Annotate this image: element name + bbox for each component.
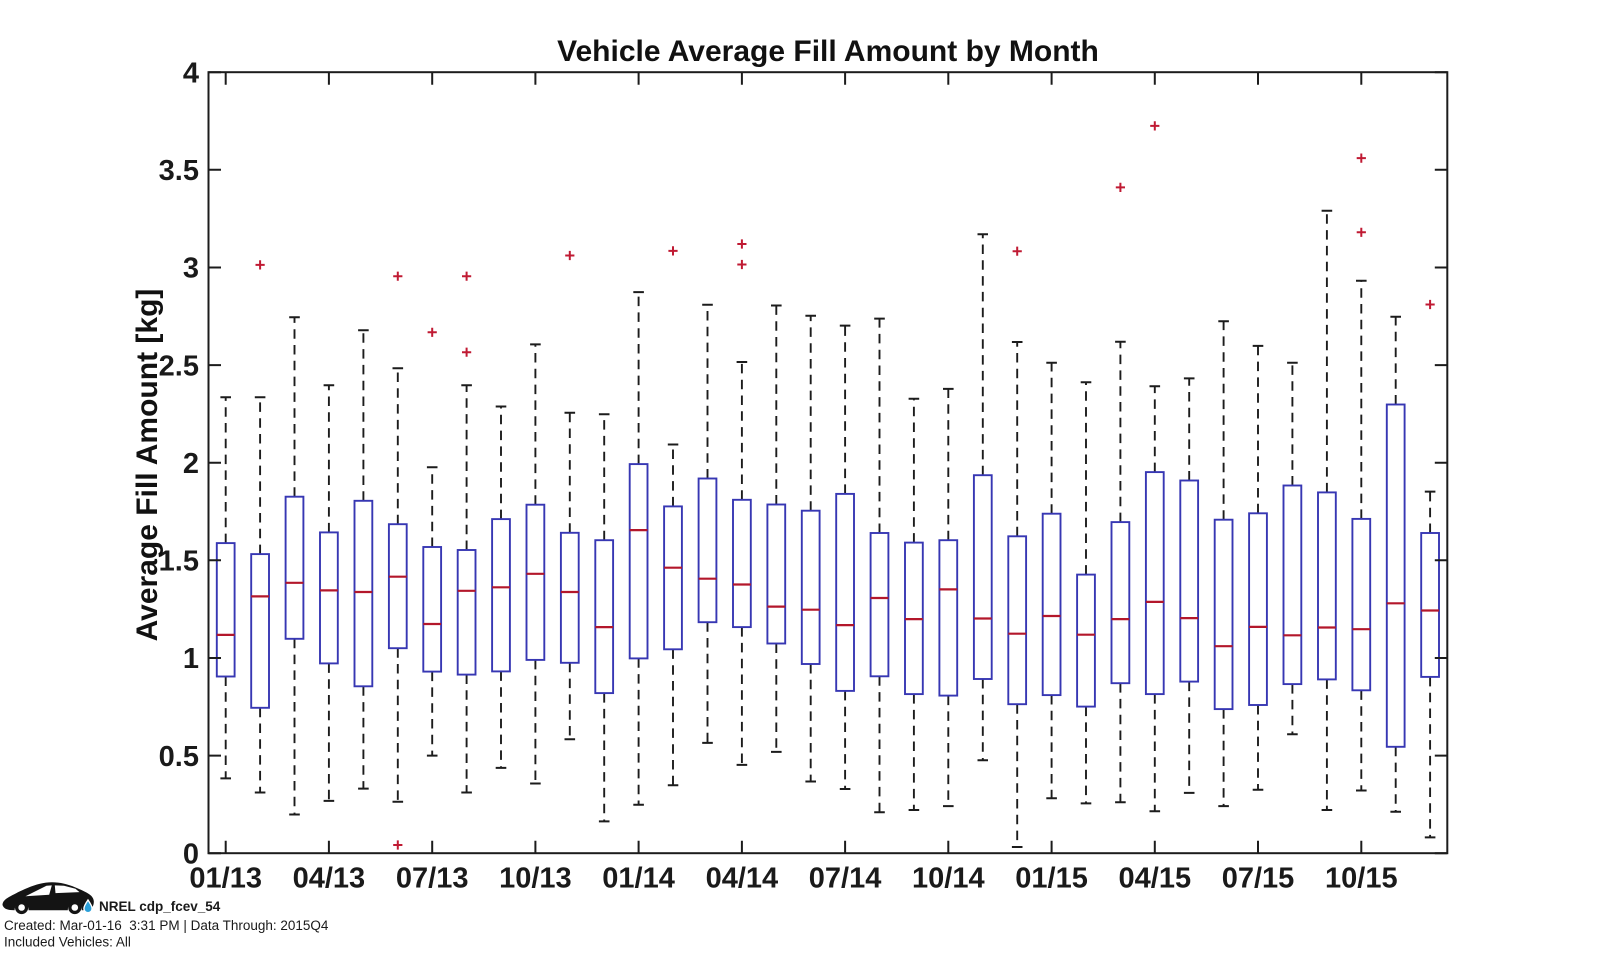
svg-text:0: 0: [183, 838, 199, 870]
svg-text:1: 1: [183, 643, 199, 675]
svg-text:01/13: 01/13: [189, 863, 262, 895]
svg-text:3: 3: [183, 253, 199, 285]
svg-text:10/14: 10/14: [912, 863, 985, 895]
svg-text:04/13: 04/13: [293, 863, 366, 895]
svg-text:2.5: 2.5: [159, 350, 199, 382]
svg-text:4: 4: [183, 57, 199, 89]
svg-text:07/15: 07/15: [1222, 863, 1295, 895]
svg-text:Included Vehicles: All: Included Vehicles: All: [4, 935, 131, 950]
svg-text:NREL cdp_fcev_54: NREL cdp_fcev_54: [99, 899, 221, 914]
svg-text:0.5: 0.5: [159, 741, 199, 773]
svg-text:07/13: 07/13: [396, 863, 469, 895]
svg-text:1.5: 1.5: [159, 546, 199, 578]
svg-text:04/15: 04/15: [1119, 863, 1192, 895]
svg-text:3.5: 3.5: [159, 155, 199, 187]
svg-text:Vehicle Average Fill Amount by: Vehicle Average Fill Amount by Month: [557, 35, 1099, 68]
svg-text:2: 2: [183, 448, 199, 480]
svg-text:10/13: 10/13: [499, 863, 572, 895]
svg-text:01/14: 01/14: [602, 863, 675, 895]
svg-text:01/15: 01/15: [1015, 863, 1088, 895]
svg-text:07/14: 07/14: [809, 863, 882, 895]
svg-text:10/15: 10/15: [1325, 863, 1398, 895]
svg-text:04/14: 04/14: [706, 863, 779, 895]
svg-text:Created: Mar-01-16 3:31 PM |: Created: Mar-01-16 3:31 PM | Data Throug…: [4, 918, 329, 933]
svg-text:Average Fill Amount [kg]: Average Fill Amount [kg]: [131, 289, 164, 642]
